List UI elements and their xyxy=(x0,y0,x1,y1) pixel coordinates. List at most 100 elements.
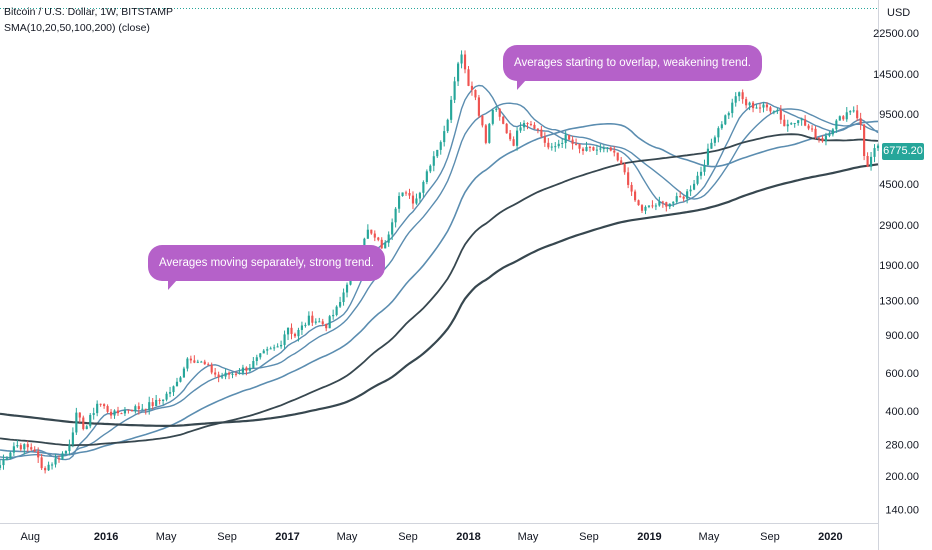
candle-body xyxy=(748,102,751,106)
time-tick-label: Aug xyxy=(20,531,40,543)
candle-body xyxy=(196,361,199,363)
candle-body xyxy=(259,353,262,358)
candle-body xyxy=(252,361,255,368)
candle-body xyxy=(477,97,480,116)
candle-body xyxy=(661,201,664,203)
candle-body xyxy=(137,406,140,410)
sma-10-line xyxy=(0,84,879,461)
time-tick-label: May xyxy=(337,531,358,543)
candle-body xyxy=(470,85,474,90)
candle-body xyxy=(751,102,755,109)
candle-body xyxy=(724,115,727,125)
candle-body xyxy=(602,148,605,150)
candle-body xyxy=(550,146,553,148)
candle-body xyxy=(144,408,147,410)
candle-body xyxy=(82,417,85,430)
candle-body xyxy=(821,138,824,142)
candle-body xyxy=(463,54,467,70)
candle-body xyxy=(738,92,741,97)
candle-body xyxy=(863,124,866,157)
candle-body xyxy=(255,357,258,362)
candle-body xyxy=(234,373,238,375)
candle-body xyxy=(509,133,512,140)
candle-body xyxy=(290,327,293,334)
candle-body xyxy=(682,196,685,199)
candle-body xyxy=(432,156,435,166)
annotation-strong-trend-text: Averages moving separately, strong trend… xyxy=(159,257,374,269)
candle-body xyxy=(189,358,192,361)
symbol-title: Bitcoin / U.S. Dollar, 1W, BITSTAMP xyxy=(4,6,174,18)
candle-body xyxy=(238,372,241,374)
candle-body xyxy=(408,192,411,196)
candle-body xyxy=(481,115,484,126)
candle-body xyxy=(158,399,161,401)
candle-body xyxy=(727,113,730,116)
candle-body xyxy=(540,129,543,137)
candle-body xyxy=(866,156,869,167)
time-tick-label: 2020 xyxy=(818,531,842,543)
candle-body xyxy=(769,107,772,112)
candle-body xyxy=(50,464,54,466)
candle-body xyxy=(710,142,713,149)
price-tick-label: 400.00 xyxy=(885,406,919,418)
candle-body xyxy=(342,292,345,303)
candle-body xyxy=(606,147,609,149)
candle-body xyxy=(488,123,491,143)
price-tick-label: 140.00 xyxy=(885,505,919,517)
candle-body xyxy=(155,399,158,407)
candle-body xyxy=(484,125,487,143)
candle-body xyxy=(828,134,831,136)
candle-body xyxy=(831,129,834,135)
candle-body xyxy=(561,142,564,144)
candle-body xyxy=(231,373,234,375)
candle-body xyxy=(345,284,349,293)
candle-body xyxy=(568,134,571,140)
candle-body xyxy=(734,96,737,103)
price-tick-label: 2900.00 xyxy=(879,220,919,232)
candle-body xyxy=(595,149,598,151)
candle-body xyxy=(699,171,703,176)
candle-body xyxy=(783,119,786,127)
candle-body xyxy=(849,111,852,113)
candle-body xyxy=(113,410,116,416)
candle-body xyxy=(467,69,470,86)
currency-label[interactable]: USD xyxy=(887,7,911,19)
candle-body xyxy=(68,444,71,452)
candle-body xyxy=(332,314,335,317)
candle-body xyxy=(536,128,539,130)
candle-body xyxy=(835,120,838,130)
candle-body xyxy=(422,181,425,193)
candle-body xyxy=(505,123,508,134)
candle-body xyxy=(762,104,765,108)
candle-body xyxy=(817,137,821,139)
candle-body xyxy=(630,184,633,192)
candle-body xyxy=(637,200,640,206)
price-axis: 22500.00 14500.00 9500.00 4500.00 2900.00 190… xyxy=(873,28,919,517)
candle-body xyxy=(814,128,817,138)
candle-body xyxy=(23,444,26,450)
candle-body xyxy=(703,164,706,172)
time-axis: Aug 2016 May Sep 2017 May Sep 2018 May Sep 2019 May… xyxy=(20,531,842,543)
sma-lines xyxy=(0,84,879,461)
candle-body xyxy=(474,89,477,98)
candle-body xyxy=(5,458,9,460)
candle-body xyxy=(627,172,630,185)
candle-body xyxy=(78,412,81,418)
candle-body xyxy=(797,120,800,124)
candle-body xyxy=(217,374,220,378)
candle-body xyxy=(543,136,546,143)
candle-body xyxy=(717,128,720,138)
candle-body xyxy=(273,347,276,349)
price-tick-label: 280.00 xyxy=(885,440,919,452)
annotation-weakening-trend[interactable]: Averages starting to overlap, weakening … xyxy=(503,45,762,90)
candle-body xyxy=(873,148,876,157)
candle-body xyxy=(193,360,196,363)
candle-body xyxy=(776,110,779,112)
candle-body xyxy=(203,361,206,365)
candle-body xyxy=(175,381,179,387)
candle-body xyxy=(633,191,637,201)
annotation-strong-trend[interactable]: Averages moving separately, strong trend… xyxy=(148,245,385,290)
candle-body xyxy=(130,410,133,412)
candle-body xyxy=(103,404,106,407)
